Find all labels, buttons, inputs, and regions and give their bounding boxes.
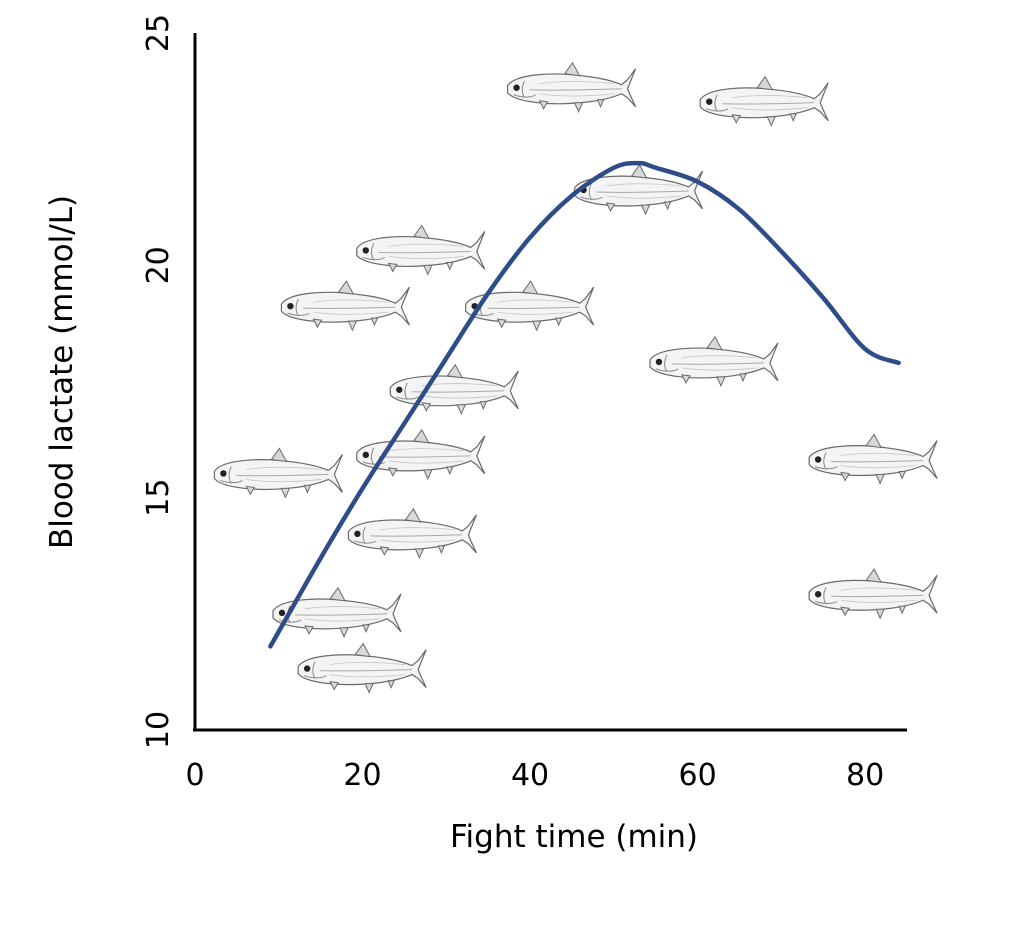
x-tick-label: 20 bbox=[343, 758, 381, 793]
fish-icon bbox=[347, 508, 478, 559]
fish-icon bbox=[356, 429, 486, 480]
x-tick-label: 40 bbox=[511, 758, 549, 793]
x-tick-label: 60 bbox=[678, 758, 716, 793]
fish-icon bbox=[389, 364, 519, 415]
y-tick-label: 20 bbox=[141, 246, 176, 284]
x-tick-label: 0 bbox=[185, 758, 204, 793]
fish-icon bbox=[280, 280, 410, 331]
fish-icon bbox=[699, 76, 829, 127]
x-axis-title: Fight time (min) bbox=[450, 819, 698, 855]
x-tick-label: 80 bbox=[846, 758, 884, 793]
fish-icon bbox=[649, 336, 779, 387]
fish-icon bbox=[808, 568, 938, 619]
fish-icon bbox=[506, 62, 637, 113]
fish-icon bbox=[213, 447, 343, 499]
y-tick-labels: 10 15 20 25 bbox=[141, 14, 176, 749]
y-axis-title: Blood lactate (mmol/L) bbox=[44, 195, 80, 549]
y-tick-label: 25 bbox=[141, 14, 176, 52]
fish-icon bbox=[465, 280, 595, 331]
fish-icon bbox=[297, 642, 427, 694]
fish-icon bbox=[573, 164, 704, 215]
x-tick-labels: 0 20 40 60 80 bbox=[185, 758, 884, 793]
fish-icon bbox=[356, 224, 486, 275]
y-tick-label: 10 bbox=[141, 711, 176, 749]
fish-markers bbox=[213, 62, 938, 694]
y-tick-label: 15 bbox=[141, 479, 176, 517]
fish-icon bbox=[808, 433, 938, 485]
trend-curve bbox=[268, 160, 901, 649]
